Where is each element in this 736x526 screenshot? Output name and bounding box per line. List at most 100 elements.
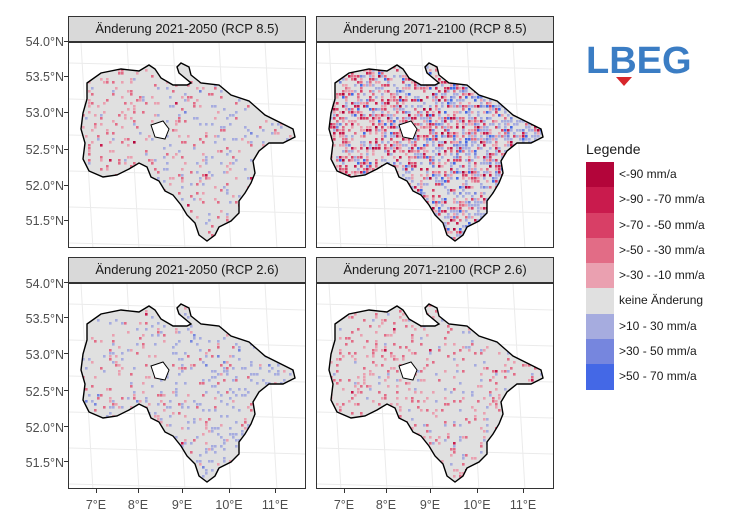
axis-tick [477, 489, 478, 493]
y-tick-label: 52.5°N [25, 385, 64, 399]
lake-area [150, 361, 170, 381]
facet-title: Änderung 2021-2050 (RCP 2.6) [68, 257, 306, 283]
legend-item: <-90 mm/a [586, 162, 731, 188]
axis-tick [386, 489, 387, 493]
x-tick-label: 8°E [375, 498, 397, 512]
facet-panel: Änderung 2071-2100 (RCP 8.5) [316, 16, 554, 248]
state-area [329, 304, 543, 482]
legend-item: keine Änderung [586, 288, 731, 314]
graticule-line [264, 284, 278, 488]
y-tick-label: 54.0°N [25, 277, 64, 291]
axis-tick [430, 489, 431, 493]
x-tick-label: 7°E [333, 498, 355, 512]
axis-tick [64, 461, 68, 462]
state-border [80, 303, 296, 483]
legend-label: >-50 - -30 mm/a [619, 242, 705, 257]
x-tick-label: 10°E [215, 498, 243, 512]
map-svg [317, 43, 553, 247]
facet-panel: Änderung 2021-2050 (RCP 8.5) [68, 16, 306, 248]
legend-swatch [586, 288, 614, 314]
x-tick-label: 9°E [419, 498, 441, 512]
map-area [316, 283, 554, 489]
legend-swatch [586, 313, 614, 340]
legend-swatch [586, 263, 614, 289]
axis-tick [64, 390, 68, 391]
axis-tick [64, 41, 68, 42]
legend-label: >-90 - -70 mm/a [619, 192, 705, 207]
legend-item: >50 - 70 mm/a [586, 364, 731, 390]
y-tick-label: 52.0°N [25, 179, 64, 193]
graticule-line [317, 242, 496, 247]
axis-tick [64, 149, 68, 150]
legend-swatch [586, 339, 614, 365]
axis-tick [64, 353, 68, 354]
legend-label: >-70 - -50 mm/a [619, 217, 705, 232]
state-border [328, 303, 544, 483]
y-tick-label: 51.5°N [25, 456, 64, 470]
lbeg-logo: LBEG [586, 37, 692, 89]
state-border [80, 62, 296, 242]
facet-title: Änderung 2071-2100 (RCP 2.6) [316, 257, 554, 283]
legend-item: >10 - 30 mm/a [586, 313, 731, 340]
map-area [68, 42, 306, 248]
legend-swatch [586, 364, 614, 390]
map-svg [69, 284, 305, 488]
legend-swatch [586, 212, 614, 238]
x-tick-label: 11°E [261, 498, 289, 512]
axis-tick [64, 76, 68, 77]
state-area [81, 304, 295, 482]
y-tick-label: 52.5°N [25, 143, 64, 157]
map-area [68, 283, 306, 489]
facet-title: Änderung 2021-2050 (RCP 8.5) [68, 16, 306, 42]
legend-swatch [586, 187, 614, 213]
y-tick-label: 53.5°N [25, 70, 64, 84]
legend-label: >50 - 70 mm/a [619, 369, 697, 384]
legend-label: <-90 mm/a [619, 167, 677, 181]
y-tick-label: 51.5°N [25, 214, 64, 228]
x-tick-label: 10°E [463, 498, 491, 512]
lake-area [398, 361, 418, 381]
graticule-line [264, 43, 278, 247]
graticule-line [512, 43, 526, 247]
legend-item: >-30 - -10 mm/a [586, 263, 731, 289]
axis-tick [64, 282, 68, 283]
x-tick-label: 11°E [509, 498, 537, 512]
lake-area [398, 120, 418, 140]
axis-tick [64, 220, 68, 221]
lake-area [150, 120, 170, 140]
graticule-line [317, 483, 496, 488]
axis-tick [523, 489, 524, 493]
legend-item: >-90 - -70 mm/a [586, 187, 731, 213]
axis-tick [344, 489, 345, 493]
axis-tick [229, 489, 230, 493]
legend-swatch [586, 237, 614, 264]
legend-swatch [586, 162, 614, 188]
graticule-line [512, 284, 526, 488]
axis-tick [64, 317, 68, 318]
legend-item: >30 - 50 mm/a [586, 339, 731, 365]
y-tick-label: 53.0°N [25, 348, 64, 362]
facet-panel: Änderung 2071-2100 (RCP 2.6) [316, 257, 554, 489]
facet-title: Änderung 2071-2100 (RCP 8.5) [316, 16, 554, 42]
graticule-line [69, 483, 248, 488]
axis-tick [138, 489, 139, 493]
x-tick-label: 7°E [85, 498, 107, 512]
legend: Legende <-90 mm/a >-90 - -70 mm/a >-70 -… [586, 138, 731, 390]
axis-tick [182, 489, 183, 493]
legend-item: >-70 - -50 mm/a [586, 212, 731, 238]
legend-label: >-30 - -10 mm/a [619, 268, 705, 283]
axis-tick [64, 185, 68, 186]
legend-label: >30 - 50 mm/a [619, 344, 697, 359]
x-tick-label: 8°E [127, 498, 149, 512]
map-svg [317, 284, 553, 488]
facet-panel: Änderung 2021-2050 (RCP 2.6) [68, 257, 306, 489]
logo-triangle-icon [616, 77, 632, 86]
state-border [328, 62, 544, 242]
axis-tick [275, 489, 276, 493]
axis-tick [64, 426, 68, 427]
map-svg [69, 43, 305, 247]
legend-label: >10 - 30 mm/a [619, 318, 697, 333]
axis-tick [96, 489, 97, 493]
legend-label: keine Änderung [619, 293, 704, 308]
legend-item: >-50 - -30 mm/a [586, 237, 731, 264]
